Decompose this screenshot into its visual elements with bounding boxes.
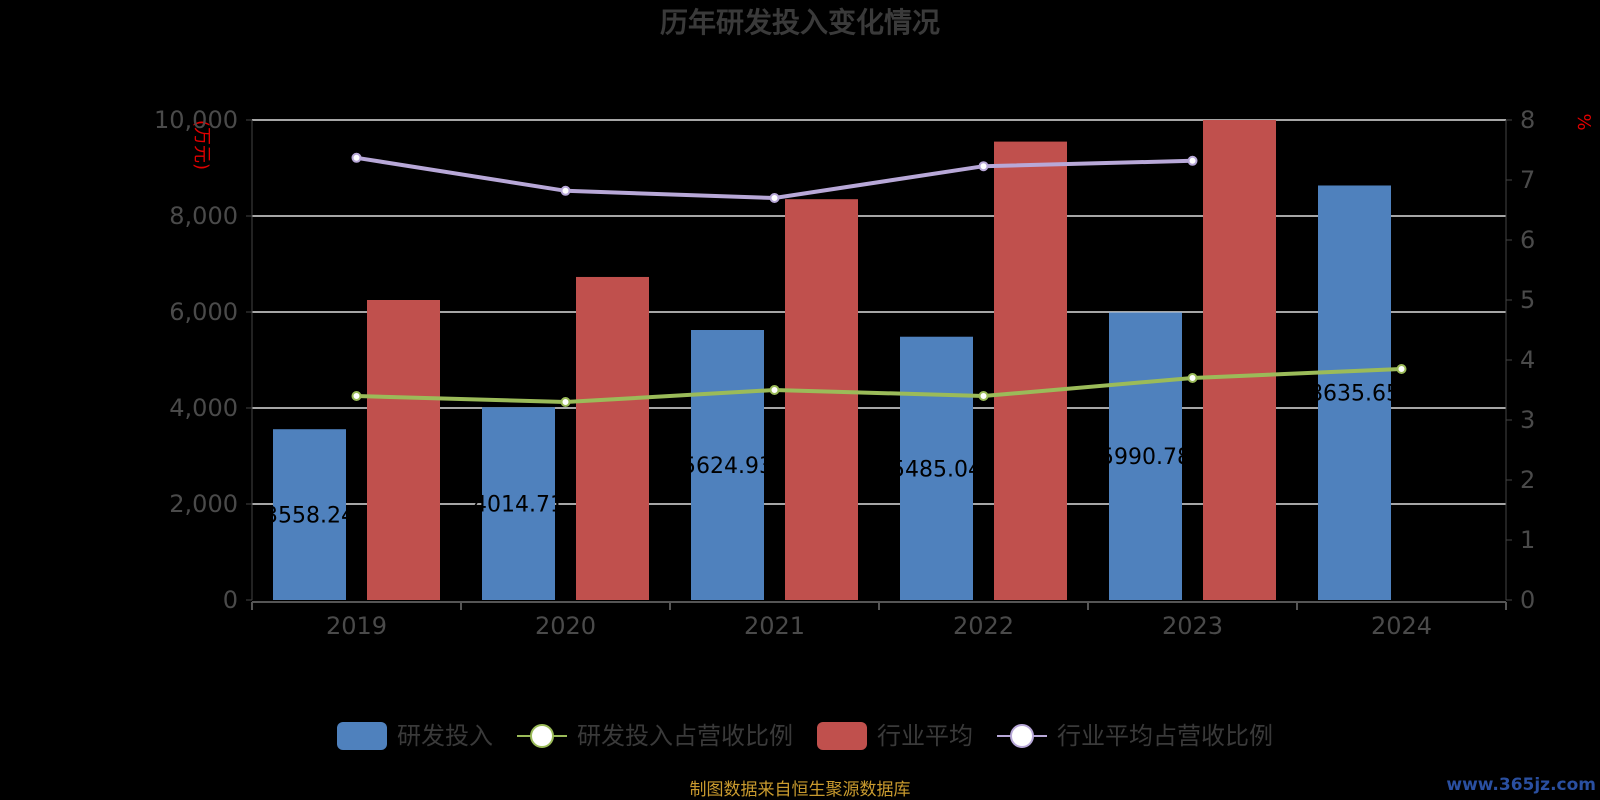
left-tick-label: 0 bbox=[223, 586, 238, 614]
bars bbox=[273, 120, 1391, 600]
right-tick-label: 0 bbox=[1520, 586, 1535, 614]
line-industry-ratio bbox=[356, 155, 1193, 201]
data-source-note: 制图数据来自恒生聚源数据库 bbox=[690, 780, 911, 800]
legend-label: 研发投入 bbox=[397, 722, 493, 750]
line-point bbox=[351, 391, 362, 401]
bar-industry-average bbox=[785, 199, 858, 600]
bar-value-label: 5624.93 bbox=[682, 454, 773, 479]
line-point bbox=[769, 385, 780, 395]
bar-industry-average bbox=[1203, 120, 1276, 600]
left-tick-label: 6,000 bbox=[169, 298, 238, 326]
left-tick-label: 10,000 bbox=[154, 106, 238, 134]
lines bbox=[351, 152, 1407, 407]
left-tick-label: 8,000 bbox=[169, 202, 238, 230]
left-tick-label: 4,000 bbox=[169, 394, 238, 422]
line-rd-ratio bbox=[356, 367, 1402, 405]
x-tick-label: 2019 bbox=[326, 612, 387, 640]
bar-labels: 3558.24 4014.71 5624.93 5485.04 5990.78 8635.… bbox=[264, 382, 1400, 529]
right-tick-label: 5 bbox=[1520, 286, 1535, 314]
left-axis-unit: (万元) bbox=[191, 120, 212, 170]
bar-rd-investment bbox=[1109, 312, 1182, 600]
right-tick-label: 7 bbox=[1520, 166, 1535, 194]
bar-value-label: 5990.78 bbox=[1100, 445, 1191, 470]
left-tick-label: 2,000 bbox=[169, 490, 238, 518]
legend-label: 行业平均占营收比例 bbox=[1057, 722, 1273, 750]
bar-value-label: 3558.24 bbox=[264, 504, 355, 529]
x-tick-label: 2024 bbox=[1371, 612, 1432, 640]
bar-rd-investment bbox=[900, 336, 973, 600]
legend: 研发投入 研发投入占营收比例 行业平均 行业平均占营收比例 bbox=[337, 722, 1273, 750]
right-axis-unit: % bbox=[1573, 113, 1594, 130]
x-tick-label: 2023 bbox=[1162, 612, 1223, 640]
right-tick-label: 3 bbox=[1520, 406, 1535, 434]
right-tick-label: 6 bbox=[1520, 226, 1535, 254]
watermark: www.365jz.com bbox=[1446, 775, 1596, 795]
legend-label: 研发投入占营收比例 bbox=[577, 722, 793, 750]
bar-rd-investment bbox=[482, 407, 555, 600]
right-tick-label: 2 bbox=[1520, 466, 1535, 494]
x-tick-label: 2021 bbox=[744, 612, 805, 640]
x-axis: 2019 2020 2021 2022 2023 2024 bbox=[251, 601, 1507, 640]
bar-industry-average bbox=[994, 141, 1067, 600]
bar-rd-investment bbox=[691, 330, 764, 600]
grid-lines bbox=[252, 119, 1506, 505]
x-tick-label: 2022 bbox=[953, 612, 1014, 640]
right-axis-ticks: 0 1 2 3 4 5 6 7 8 bbox=[1505, 106, 1535, 614]
line-point bbox=[978, 391, 989, 401]
right-tick-label: 4 bbox=[1520, 346, 1535, 374]
line-point bbox=[1396, 364, 1407, 374]
chart-title: 历年研发投入变化情况 bbox=[660, 6, 940, 39]
line-point bbox=[978, 161, 989, 172]
legend-swatch-bar bbox=[337, 722, 387, 750]
line-point bbox=[560, 397, 571, 407]
left-axis-ticks: 0 2,000 4,000 6,000 8,000 10,000 bbox=[154, 106, 253, 614]
right-tick-label: 1 bbox=[1520, 526, 1535, 554]
bar-rd-investment bbox=[273, 429, 346, 600]
bar-industry-average bbox=[367, 300, 440, 600]
bar-rd-investment bbox=[1318, 185, 1391, 600]
line-point bbox=[560, 185, 571, 196]
bar-value-label: 5485.04 bbox=[891, 457, 982, 482]
line-point bbox=[1187, 155, 1198, 166]
legend-swatch-marker bbox=[1010, 724, 1034, 748]
legend-swatch-marker bbox=[530, 724, 554, 748]
line-point bbox=[1187, 373, 1198, 383]
x-tick-label: 2020 bbox=[535, 612, 596, 640]
line-point bbox=[351, 152, 362, 163]
bar-industry-average bbox=[576, 276, 649, 600]
right-tick-label: 8 bbox=[1520, 106, 1535, 134]
legend-label: 行业平均 bbox=[877, 722, 973, 750]
line-point bbox=[769, 193, 780, 203]
bar-value-label: 8635.65 bbox=[1309, 382, 1400, 407]
legend-swatch-bar bbox=[817, 722, 867, 750]
bar-value-label: 4014.71 bbox=[473, 493, 564, 518]
